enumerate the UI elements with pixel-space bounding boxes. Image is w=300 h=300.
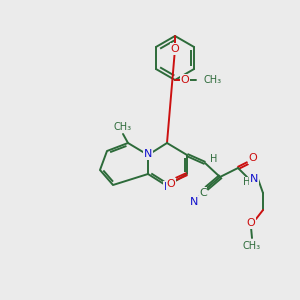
- Text: CH₃: CH₃: [203, 75, 221, 85]
- Text: N: N: [144, 149, 152, 159]
- Text: O: O: [247, 218, 255, 228]
- Text: CH₃: CH₃: [114, 122, 132, 132]
- Text: H: H: [210, 154, 218, 164]
- Text: H: H: [243, 177, 251, 187]
- Text: N: N: [164, 182, 172, 192]
- Text: O: O: [181, 75, 189, 85]
- Text: O: O: [249, 153, 257, 163]
- Text: O: O: [167, 179, 176, 189]
- Text: CH₃: CH₃: [243, 241, 261, 251]
- Text: N: N: [190, 197, 198, 207]
- Text: N: N: [250, 174, 258, 184]
- Text: C: C: [199, 188, 207, 198]
- Text: O: O: [171, 44, 179, 54]
